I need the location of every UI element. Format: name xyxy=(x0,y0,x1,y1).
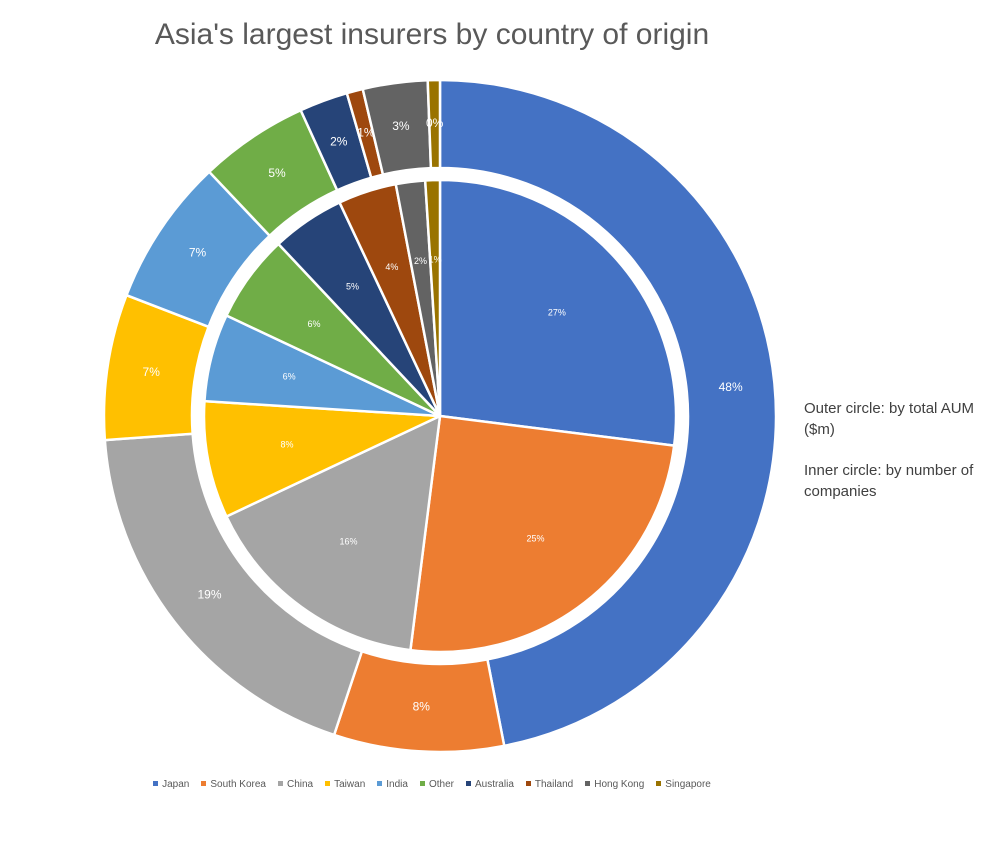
outer-ring: 48%8%19%7%7%5%2%1% 3% 0% xyxy=(102,78,778,754)
outer-slice-japan xyxy=(438,78,778,748)
outer-label-australia: 2% xyxy=(330,134,348,148)
legend-label-thailand: Thailand xyxy=(534,779,574,790)
legend-item-australia: Australia xyxy=(465,779,514,790)
outer-label-other: 5% xyxy=(268,166,286,180)
legend-swatch-australia xyxy=(465,780,471,786)
legend-item-china: China xyxy=(277,779,314,790)
chart-area: 48%8%19%7%7%5%2%1% 3% 0% 27%25%16%8%6%6%5%… xyxy=(102,78,778,754)
legend-swatch-japan xyxy=(153,780,159,786)
outer-label-japan: 48% xyxy=(719,380,743,394)
legend-item-hong-kong: Hong Kong xyxy=(585,779,644,790)
legend-swatch-china xyxy=(277,780,283,786)
inner-label-south-korea: 25% xyxy=(526,533,544,543)
inner-slice-china xyxy=(225,414,442,652)
inner-slice-japan xyxy=(438,178,678,447)
legend-swatch-india xyxy=(377,780,383,786)
ring-explanation-note: Outer circle: by total AUM ($m) Inner ci… xyxy=(804,398,979,522)
legend-item-taiwan: Taiwan xyxy=(325,779,365,790)
inner-label-australia: 5% xyxy=(346,282,359,292)
inner-pie: 27% 25% 16% 8% 6% 6% 5% 4% 2% 1% xyxy=(202,178,678,654)
legend-label-singapore: Singapore xyxy=(665,779,711,790)
legend-item-south-korea: South Korea xyxy=(201,779,266,790)
legend-swatch-south-korea xyxy=(201,780,207,786)
legend-label-south-korea: South Korea xyxy=(210,779,266,790)
legend-swatch-taiwan xyxy=(325,780,331,786)
legend-swatch-singapore xyxy=(656,780,662,786)
inner-label-india: 6% xyxy=(283,372,296,382)
outer-label-china: 19% xyxy=(197,587,221,601)
outer-label-thailand: 1% xyxy=(357,126,375,140)
legend-label-australia: Australia xyxy=(474,779,514,790)
outer-label-singapore: 0% xyxy=(426,116,444,130)
legend-item-thailand: Thailand xyxy=(525,779,574,790)
outer-label-taiwan: 7% xyxy=(143,365,161,379)
inner-ring-note: Inner circle: by number of companies xyxy=(804,462,974,500)
legend-item-japan: Japan xyxy=(153,779,189,790)
legend-swatch-thailand xyxy=(525,780,531,786)
legend-swatch-hong-kong xyxy=(585,780,591,786)
inner-slice-south-korea xyxy=(409,414,676,654)
legend-label-japan: Japan xyxy=(162,779,190,790)
legend-label-hong-kong: Hong Kong xyxy=(594,779,645,790)
legend-item-other: Other xyxy=(419,779,454,790)
inner-label-taiwan: 8% xyxy=(280,440,293,450)
inner-label-japan: 27% xyxy=(548,307,566,317)
legend-swatch-other xyxy=(419,780,425,786)
legend-label-china: China xyxy=(286,779,314,790)
legend-label-india: India xyxy=(386,779,408,790)
legend-label-taiwan: Taiwan xyxy=(334,779,366,790)
outer-label-south-korea: 8% xyxy=(413,700,431,714)
inner-label-thailand: 4% xyxy=(385,262,398,272)
legend-label-other: Other xyxy=(428,779,454,790)
chart-title: Asia's largest insurers by country of or… xyxy=(154,18,710,51)
legend-item-india: India xyxy=(377,779,408,790)
inner-slice-taiwan xyxy=(202,399,442,518)
outer-slice-singapore xyxy=(426,78,442,170)
inner-label-singapore: 1% xyxy=(429,255,442,265)
inner-slice-singapore xyxy=(423,178,442,418)
legend: Japan South Korea China Taiwan India Other Aus… xyxy=(0,779,864,790)
inner-label-hong-kong: 2% xyxy=(414,256,427,266)
inner-label-china: 16% xyxy=(339,536,357,546)
legend-item-singapore: Singapore xyxy=(656,779,711,790)
outer-ring-note: Outer circle: by total AUM ($m) xyxy=(804,400,975,438)
inner-label-other: 6% xyxy=(307,319,320,329)
outer-label-india: 7% xyxy=(189,246,207,260)
outer-label-hong-kong: 3% xyxy=(392,119,410,133)
